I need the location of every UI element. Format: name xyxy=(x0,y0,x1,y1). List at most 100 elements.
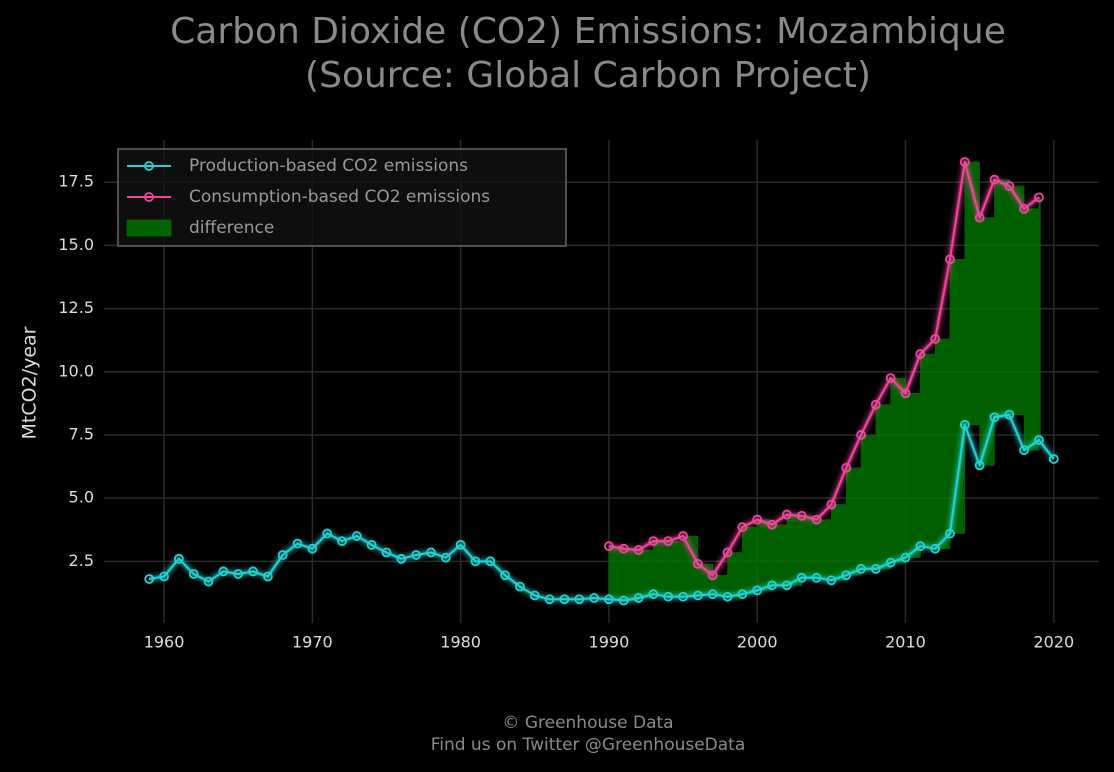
difference-fill xyxy=(1023,208,1040,451)
data-point xyxy=(841,570,852,581)
x-tick-label: 1990 xyxy=(589,633,630,652)
data-point xyxy=(915,541,926,552)
difference-fill xyxy=(1008,185,1025,416)
data-point xyxy=(515,581,525,592)
data-point xyxy=(618,595,629,606)
series-line xyxy=(149,413,1055,602)
data-point xyxy=(1034,435,1044,445)
x-tick-label: 1970 xyxy=(292,633,333,652)
data-point xyxy=(945,254,955,265)
data-point xyxy=(277,550,288,560)
data-point xyxy=(707,570,718,581)
data-point xyxy=(337,536,347,547)
data-point xyxy=(900,552,911,563)
data-point xyxy=(351,531,362,541)
data-point xyxy=(144,574,155,584)
data-point xyxy=(767,580,777,591)
y-tick-label: 2.5 xyxy=(69,551,94,570)
data-point xyxy=(500,570,511,581)
difference-fill xyxy=(1038,197,1041,441)
data-point xyxy=(885,557,896,568)
footer: © Greenhouse Data xyxy=(502,713,673,733)
data-point xyxy=(678,591,688,602)
data-point xyxy=(722,547,733,558)
data-point xyxy=(767,519,777,530)
x-tick-label: 2000 xyxy=(737,633,778,652)
x-tick-label: 2020 xyxy=(1033,633,1074,652)
data-point xyxy=(396,553,407,564)
data-point xyxy=(262,571,273,582)
chart-title: Carbon Dioxide (CO2) Emissions: Mozambiq… xyxy=(170,11,1006,52)
data-point xyxy=(796,510,807,521)
data-point xyxy=(663,536,674,547)
data-point xyxy=(648,589,659,600)
legend-box xyxy=(117,148,567,247)
y-tick-label: 12.5 xyxy=(58,298,94,317)
x-tick-label: 2010 xyxy=(885,633,926,652)
data-point xyxy=(381,547,392,558)
difference-fill xyxy=(890,377,906,563)
data-point xyxy=(841,462,852,473)
y-tick-label: 7.5 xyxy=(69,424,94,443)
data-point xyxy=(692,590,703,601)
data-point xyxy=(604,541,614,552)
difference-fill xyxy=(875,404,891,570)
data-point xyxy=(678,531,688,541)
data-point xyxy=(648,536,659,547)
data-point xyxy=(544,594,555,605)
difference-fill xyxy=(831,504,847,581)
data-point xyxy=(233,569,244,579)
data-point xyxy=(707,589,718,600)
legend-swatch xyxy=(126,219,172,237)
y-tick-label: 15.0 xyxy=(58,235,94,254)
data-point xyxy=(218,566,229,577)
data-point xyxy=(856,564,866,574)
data-point xyxy=(1004,181,1015,191)
data-point xyxy=(173,553,184,564)
data-point xyxy=(485,556,496,567)
y-axis-label: MtCO2/year xyxy=(19,326,41,439)
data-point xyxy=(1048,454,1059,464)
y-tick-label: 5.0 xyxy=(69,488,94,507)
data-point xyxy=(574,594,585,605)
data-point xyxy=(559,594,570,605)
data-point xyxy=(959,419,970,430)
difference-fill xyxy=(742,526,758,595)
data-point xyxy=(366,540,377,550)
data-point xyxy=(411,550,422,560)
data-point xyxy=(1019,203,1030,214)
legend-label: Consumption-based CO2 emissions xyxy=(189,187,490,207)
legend-label: difference xyxy=(189,218,274,238)
data-point xyxy=(1019,445,1030,456)
data-point xyxy=(633,593,644,603)
data-point xyxy=(826,575,837,586)
data-point xyxy=(945,528,955,539)
legend-label: Production-based CO2 emissions xyxy=(189,156,468,176)
data-point xyxy=(292,538,303,549)
difference-fill xyxy=(771,524,788,586)
data-point xyxy=(930,543,941,554)
data-point xyxy=(1004,409,1015,420)
x-tick-label: 1960 xyxy=(144,633,185,652)
data-point xyxy=(752,585,763,596)
data-point xyxy=(856,430,866,440)
data-point xyxy=(663,591,674,602)
data-point xyxy=(959,157,970,167)
data-point xyxy=(930,334,941,344)
data-point xyxy=(811,572,822,583)
data-point xyxy=(900,388,911,399)
chart-subtitle: (Source: Global Carbon Project) xyxy=(305,55,871,96)
data-point xyxy=(470,556,481,567)
data-point xyxy=(529,590,540,601)
data-point xyxy=(618,543,629,554)
data-point xyxy=(604,594,614,605)
data-point xyxy=(915,349,926,359)
footer: Find us on Twitter @GreenhouseData xyxy=(431,735,746,755)
data-point xyxy=(737,522,748,533)
data-point xyxy=(633,545,644,555)
data-point xyxy=(989,412,1000,423)
data-point xyxy=(974,460,985,471)
data-point xyxy=(752,514,763,525)
difference-fill xyxy=(860,434,877,570)
